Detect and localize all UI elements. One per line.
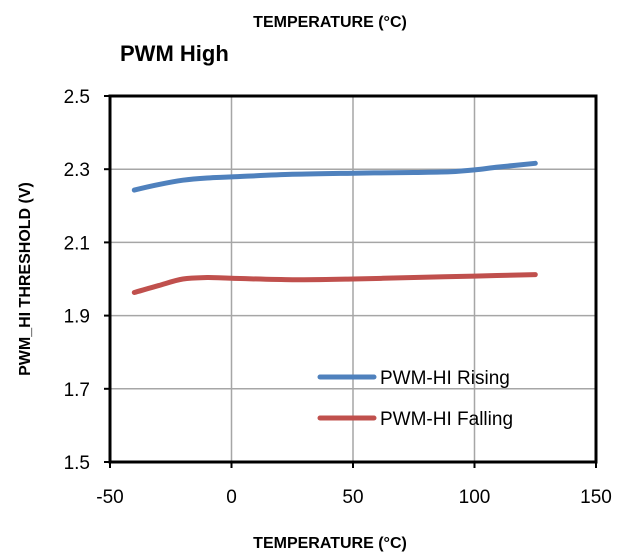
y-tick-label: 1.9 (64, 307, 90, 328)
y-tick-label: 1.5 (64, 453, 90, 474)
legend-label-falling: PWM-HI Falling (380, 409, 513, 430)
y-tick-label: 2.3 (64, 160, 90, 181)
grid-layer (110, 96, 596, 462)
series-layer (131, 160, 538, 295)
y-tick-label: 2.1 (64, 233, 90, 254)
legend-label-rising: PWM-HI Rising (380, 368, 510, 389)
x-axis-title: TEMPERATURE (°C) (253, 535, 407, 552)
x-tick-label: -50 (96, 487, 123, 508)
y-tick-label: 2.5 (64, 87, 90, 108)
x-tick-label: 50 (342, 487, 363, 508)
chart-title: PWM High (120, 41, 229, 66)
tick-layer: -50 0 50 100 150 1.5 1.7 1.9 2.1 2.3 2.5 (64, 87, 612, 508)
series-line-pwm-hi-falling (131, 272, 538, 295)
y-tick-label: 1.7 (64, 380, 90, 401)
top-axis-title: TEMPERATURE (°C) (253, 14, 407, 31)
y-axis-title: PWM_HI THRESHOLD (V) (17, 182, 34, 376)
series-line-pwm-hi-rising (131, 160, 538, 193)
legend: PWM-HI Rising PWM-HI Falling (317, 368, 513, 430)
x-tick-label: 150 (580, 487, 612, 508)
x-tick-label: 100 (459, 487, 491, 508)
x-tick-label: 0 (226, 487, 237, 508)
